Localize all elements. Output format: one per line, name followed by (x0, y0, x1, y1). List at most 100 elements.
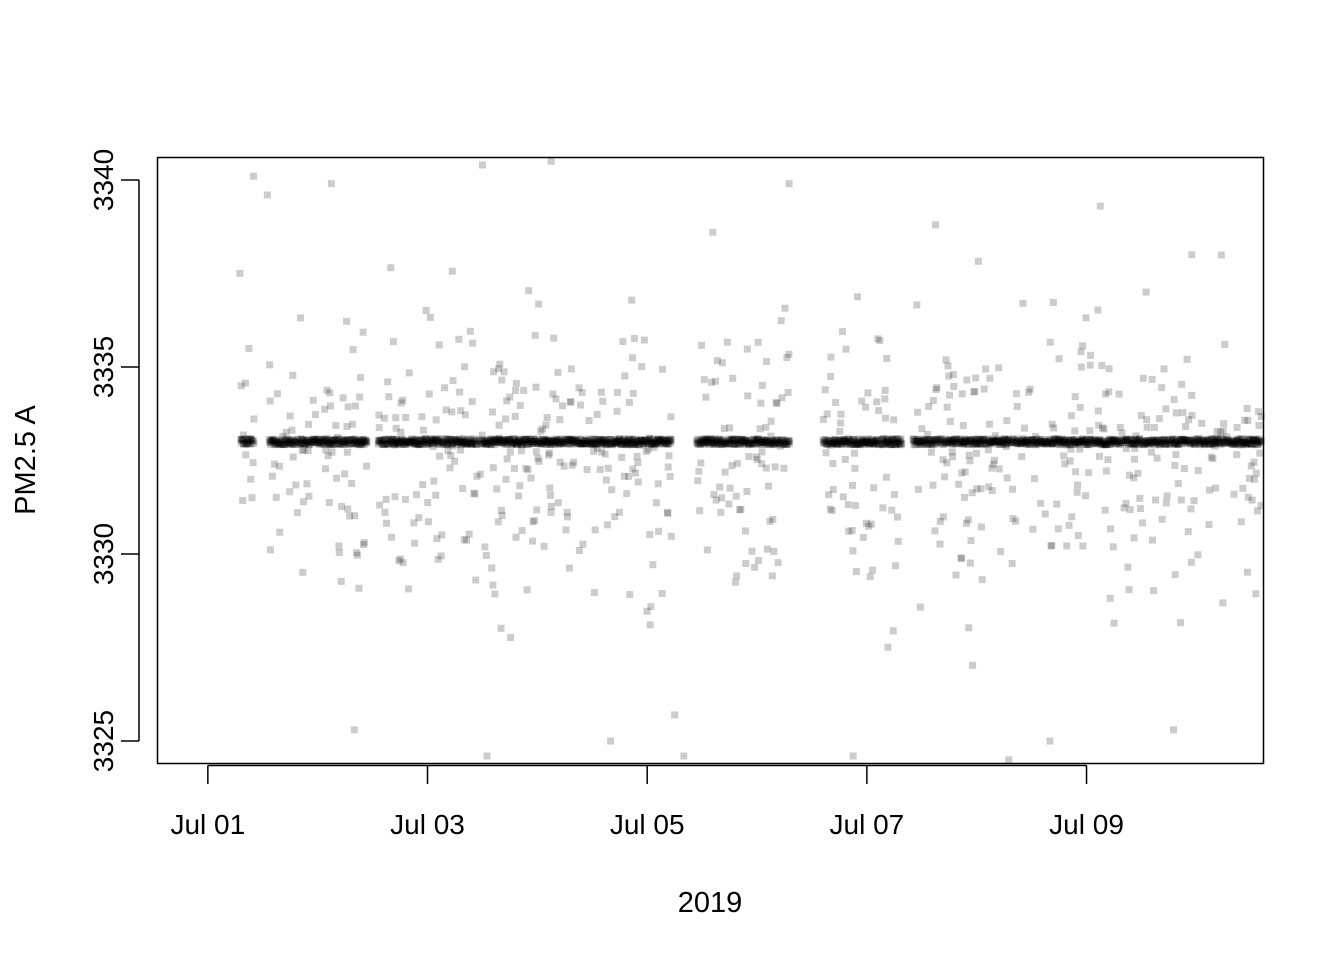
data-point (341, 437, 349, 445)
data-point (570, 437, 578, 445)
data-point (870, 440, 878, 448)
data-point (499, 436, 507, 444)
data-point (777, 317, 785, 325)
data-point (531, 440, 539, 448)
data-point (1158, 384, 1166, 392)
data-point (584, 435, 592, 443)
data-point (965, 451, 973, 459)
data-point (428, 435, 436, 443)
data-point (1087, 435, 1095, 443)
data-point (696, 439, 704, 447)
data-point (1002, 441, 1010, 449)
data-point (392, 424, 400, 432)
data-point (508, 439, 516, 447)
data-point (753, 436, 761, 444)
data-point (1026, 436, 1034, 444)
data-point (874, 437, 882, 445)
data-point (621, 435, 629, 443)
data-point (786, 437, 794, 445)
data-point (345, 439, 353, 447)
data-point (1119, 437, 1127, 445)
data-point (239, 435, 247, 443)
x-tick-label: Jul 03 (390, 809, 465, 840)
data-point (1058, 438, 1066, 446)
data-point (442, 406, 450, 414)
data-point (412, 437, 420, 445)
data-point (717, 439, 725, 447)
data-point (1016, 439, 1024, 447)
data-point (625, 437, 633, 445)
data-point (965, 624, 973, 632)
data-point (1005, 436, 1013, 444)
data-point (1014, 436, 1022, 444)
data-point (242, 440, 250, 448)
data-point (419, 436, 427, 444)
data-point (1220, 420, 1228, 428)
data-point (952, 440, 960, 448)
data-point (1211, 442, 1219, 450)
data-point (1213, 437, 1221, 445)
data-point (986, 437, 994, 445)
data-point (314, 439, 322, 447)
data-point (829, 486, 837, 494)
data-point (445, 436, 453, 444)
data-point (300, 439, 308, 447)
data-point (1009, 439, 1017, 447)
data-point (769, 440, 777, 448)
data-point (1100, 440, 1108, 448)
data-point (961, 435, 969, 443)
data-point (1201, 440, 1209, 448)
x-tick-label: Jul 01 (170, 809, 245, 840)
data-point (1149, 436, 1157, 444)
data-point (1226, 440, 1234, 448)
data-point (322, 446, 330, 454)
data-point (454, 439, 462, 447)
data-point (1102, 441, 1110, 449)
data-point (350, 439, 358, 447)
data-point (564, 435, 572, 443)
data-point (623, 440, 631, 448)
data-point (1131, 441, 1139, 449)
data-point (642, 437, 650, 445)
data-point (459, 438, 467, 446)
data-point (865, 435, 873, 443)
data-point (439, 438, 447, 446)
data-point (1111, 436, 1119, 444)
data-point (656, 435, 664, 443)
data-point (1243, 439, 1251, 447)
data-point (249, 437, 257, 445)
data-point (727, 435, 735, 443)
data-point (480, 440, 488, 448)
data-point (824, 437, 832, 445)
data-point (1095, 436, 1103, 444)
data-point (662, 440, 670, 448)
data-point (930, 437, 938, 445)
data-point (1079, 435, 1087, 443)
data-point (864, 438, 872, 446)
data-point (716, 483, 724, 491)
data-point (967, 436, 975, 444)
data-point (395, 557, 403, 565)
data-point (1188, 391, 1196, 399)
data-point (626, 436, 634, 444)
data-point (336, 440, 344, 448)
data-point (443, 436, 451, 444)
data-point (630, 438, 638, 446)
data-point (351, 435, 359, 443)
data-point (619, 337, 627, 345)
data-point (646, 435, 654, 443)
data-point (486, 438, 494, 446)
data-point (919, 436, 927, 444)
data-point (972, 436, 980, 444)
data-point (1190, 438, 1198, 446)
data-point (449, 439, 457, 447)
data-point (247, 475, 255, 483)
data-point (647, 441, 655, 449)
data-point (711, 377, 719, 385)
data-point (874, 335, 882, 343)
data-point (765, 437, 773, 445)
data-point (733, 572, 741, 580)
data-point (1254, 439, 1262, 447)
data-point (1032, 439, 1040, 447)
